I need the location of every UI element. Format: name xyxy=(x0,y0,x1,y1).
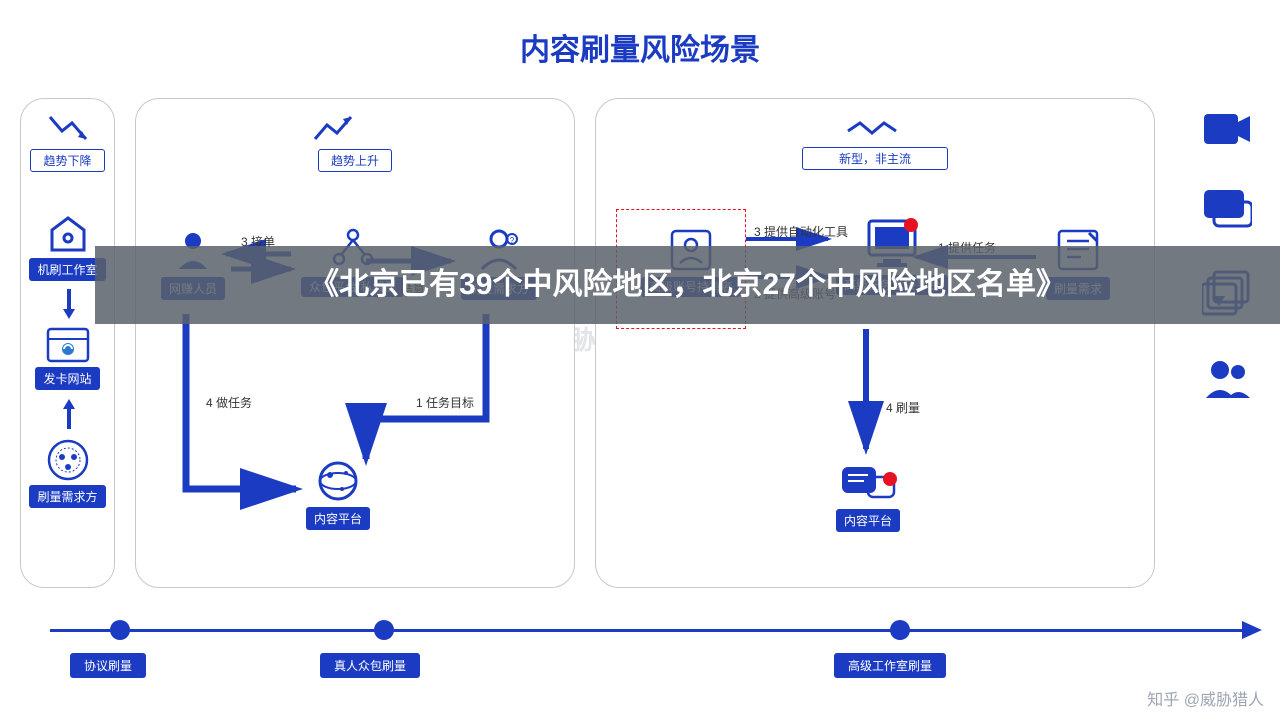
zhihu-watermark: 知乎 @威胁猎人 xyxy=(1147,686,1264,710)
edge-r4: 4 刷量 xyxy=(886,399,920,416)
comment-icon xyxy=(1202,188,1252,230)
timeline-arrow-icon xyxy=(1242,621,1262,639)
timeline xyxy=(50,629,1250,632)
node-demand-side: 刷量需求方 xyxy=(21,439,114,508)
edges-right xyxy=(596,99,1156,589)
panel-middle: 趋势上升 网赚人员 众包平台/私域群 ? 刷量需求方 内容平台 3 接单 5 结… xyxy=(135,98,575,588)
overlay-banner: 《北京已有39个中风险地区，北京27个中风险地区名单》 xyxy=(95,246,1280,324)
timeline-dot-3 xyxy=(890,620,910,640)
timeline-dot-1 xyxy=(110,620,130,640)
timeline-label-2: 真人众包刷量 xyxy=(320,653,420,678)
edges-middle xyxy=(136,99,576,589)
arrow-down-icon xyxy=(63,289,75,319)
edge-label-1: 1 任务目标 xyxy=(416,394,474,411)
trend-down-icon xyxy=(21,113,114,148)
edge-r3: 3 提供自动化工具 xyxy=(754,223,848,240)
timeline-label-1: 协议刷量 xyxy=(70,653,146,678)
panel-right: 新型，非主流 高级账号持有者 高级任务承接平台 刷量需求 内容平台 3 提供自动… xyxy=(595,98,1155,588)
node-card-site: 发卡网站 xyxy=(21,327,114,390)
arrow-up-icon xyxy=(63,399,75,429)
video-icon xyxy=(1202,110,1252,148)
page-title: 内容刷量风险场景 xyxy=(0,25,1280,69)
trend-down-label: 趋势下降 xyxy=(30,149,104,172)
panel-left: 趋势下降 机刷工作室 发卡网站 刷量需求方 xyxy=(20,98,115,588)
timeline-dot-2 xyxy=(374,620,394,640)
timeline-label-3: 高级工作室刷量 xyxy=(834,653,946,678)
users-icon xyxy=(1202,358,1252,400)
edge-label-4: 4 做任务 xyxy=(206,394,252,411)
